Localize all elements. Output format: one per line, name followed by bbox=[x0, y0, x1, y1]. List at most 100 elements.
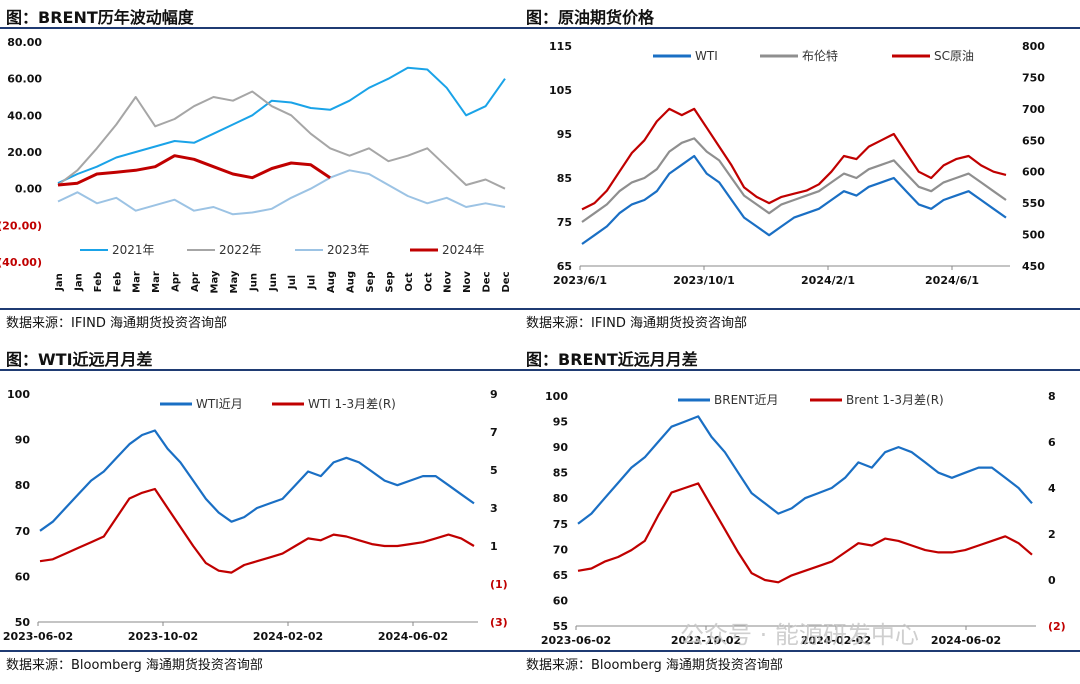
legend-label: 布伦特 bbox=[802, 48, 838, 63]
y-left-tick-label: 95 bbox=[553, 416, 568, 429]
legend-label: WTI 1-3月差(R) bbox=[308, 397, 396, 411]
series-line bbox=[577, 482, 1033, 584]
y-left-tick-label: 50 bbox=[15, 616, 31, 629]
y-right-tick-label: (3) bbox=[490, 616, 508, 629]
y-tick-label: 0.00 bbox=[15, 183, 42, 196]
y-right-tick-label: 9 bbox=[490, 388, 498, 401]
y-right-tick-label: 750 bbox=[1022, 71, 1045, 84]
legend-label: WTI近月 bbox=[196, 397, 243, 411]
x-tick-label: May bbox=[209, 270, 220, 293]
data-source: 数据来源：IFIND 海通期货投资咨询部 bbox=[526, 316, 748, 331]
y-left-tick-label: 100 bbox=[7, 388, 30, 401]
series-line bbox=[39, 429, 475, 532]
series-line bbox=[39, 487, 475, 574]
x-tick-label: Jan bbox=[73, 273, 84, 292]
legend-label: 2021年 bbox=[112, 243, 155, 257]
y-left-tick-label: 75 bbox=[557, 216, 572, 229]
x-tick-label: Jul bbox=[307, 275, 318, 290]
y-left-tick-label: 70 bbox=[553, 543, 569, 556]
x-tick-label: Sep bbox=[384, 271, 395, 292]
source-rule bbox=[524, 308, 1080, 310]
y-left-tick-label: 70 bbox=[15, 525, 31, 538]
x-tick-label: Oct bbox=[404, 272, 415, 291]
x-tick-label: 2023-06-02 bbox=[541, 634, 611, 647]
x-tick-label: 2023/6/1 bbox=[553, 274, 607, 287]
x-tick-label: 2023-10-02 bbox=[128, 630, 198, 643]
y-left-tick-label: 75 bbox=[553, 518, 568, 531]
series-line bbox=[57, 90, 506, 190]
x-tick-label: Aug bbox=[346, 271, 357, 293]
watermark: 公众号 · 能源研发中心 bbox=[680, 621, 919, 649]
x-tick-label: 2024-06-02 bbox=[931, 634, 1001, 647]
y-right-tick-label: 6 bbox=[1048, 436, 1056, 449]
y-right-tick-label: 600 bbox=[1022, 166, 1045, 179]
legend-label: 2022年 bbox=[219, 243, 262, 257]
title-rule bbox=[0, 369, 534, 371]
chart-panel-wti-spread: 图：WTI近远月月差 100 90 80 70 60 50 9 7 5 3 1 (1) (3) 2023-… bbox=[0, 342, 540, 684]
series-line bbox=[57, 169, 506, 216]
y-left-tick-label: 60 bbox=[553, 594, 569, 607]
series-line bbox=[581, 154, 1007, 245]
x-tick-label: 2023-06-02 bbox=[3, 630, 73, 643]
legend-label: WTI bbox=[695, 49, 718, 63]
title-rule bbox=[524, 27, 1080, 29]
x-tick-label: Mar bbox=[132, 271, 143, 293]
y-right-tick-label: 800 bbox=[1022, 40, 1045, 53]
y-tick-label: (20.00) bbox=[0, 219, 42, 232]
y-tick-label: 40.00 bbox=[7, 109, 42, 122]
y-right-tick-label: 450 bbox=[1022, 260, 1045, 273]
title-rule bbox=[524, 369, 1080, 371]
oil-futures-chart: 115 105 95 85 75 65 800 750 700 650 600 550 500 450 20… bbox=[549, 40, 1045, 287]
legend-label: BRENT近月 bbox=[714, 393, 778, 407]
y-right-tick-label: 3 bbox=[490, 502, 498, 515]
legend-label: Brent 1-3月差(R) bbox=[846, 393, 944, 407]
y-tick-label: 60.00 bbox=[7, 73, 42, 86]
series-line bbox=[57, 154, 331, 187]
y-tick-label: 20.00 bbox=[7, 146, 42, 159]
y-right-tick-label: (1) bbox=[490, 578, 508, 591]
brent-volatility-chart: 80.00 60.00 40.00 20.00 0.00 (20.00) (40.00) Ja… bbox=[0, 36, 512, 293]
series-line bbox=[581, 137, 1007, 223]
x-tick-label: 2024/6/1 bbox=[925, 274, 979, 287]
x-tick-label: 2024-02-02 bbox=[253, 630, 323, 643]
y-tick-label: (40.00) bbox=[0, 256, 42, 269]
y-left-tick-label: 100 bbox=[545, 390, 568, 403]
y-right-tick-label: 1 bbox=[490, 540, 498, 553]
x-tick-label: 2023/10/1 bbox=[673, 274, 735, 287]
legend-label: 2024年 bbox=[442, 243, 485, 257]
wti-spread-chart: 100 90 80 70 60 50 9 7 5 3 1 (1) (3) 2023-06-02 2023-1… bbox=[3, 388, 508, 643]
x-tick-label: Nov bbox=[462, 271, 473, 293]
chart-title: 图：BRENT近远月月差 bbox=[526, 350, 698, 369]
y-left-tick-label: 60 bbox=[15, 570, 31, 583]
chart-panel-brent-spread: 图：BRENT近远月月差 100 95 90 85 80 75 70 65 60 55 8 6 4 2 0 (… bbox=[524, 342, 1080, 684]
y-right-tick-label: 650 bbox=[1022, 134, 1045, 147]
x-tick-label: Feb bbox=[112, 272, 123, 292]
chart-title: 图：原油期货价格 bbox=[526, 8, 655, 27]
x-tick-label: 2024/2/1 bbox=[801, 274, 855, 287]
y-left-tick-label: 65 bbox=[557, 260, 572, 273]
x-tick-label: Dec bbox=[482, 271, 493, 292]
y-left-tick-label: 90 bbox=[15, 434, 31, 447]
series-line bbox=[581, 107, 1007, 211]
x-tick-label: Jul bbox=[287, 275, 298, 290]
x-tick-label: Sep bbox=[365, 271, 376, 292]
x-tick-label: Apr bbox=[190, 272, 201, 292]
y-right-tick-label: 8 bbox=[1048, 390, 1056, 403]
y-left-tick-label: 80 bbox=[15, 479, 31, 492]
legend-label: SC原油 bbox=[934, 49, 974, 63]
x-tick-label: May bbox=[229, 270, 240, 293]
x-tick-label: Mar bbox=[151, 271, 162, 293]
x-tick-label: Dec bbox=[501, 271, 512, 292]
y-left-tick-label: 115 bbox=[549, 40, 572, 53]
data-source: 数据来源：Bloomberg 海通期货投资咨询部 bbox=[526, 658, 783, 673]
x-tick-label: Jun bbox=[248, 273, 259, 292]
series-line bbox=[577, 415, 1033, 525]
brent-spread-chart: 100 95 90 85 80 75 70 65 60 55 8 6 4 2 0 (2) 2023-06-02 2… bbox=[541, 390, 1066, 647]
source-rule bbox=[524, 650, 1080, 652]
title-rule bbox=[0, 27, 534, 29]
y-left-tick-label: 55 bbox=[553, 620, 568, 633]
x-tick-label: Apr bbox=[171, 272, 182, 292]
source-rule bbox=[0, 650, 534, 652]
y-right-tick-label: 4 bbox=[1048, 482, 1056, 495]
data-source: 数据来源：Bloomberg 海通期货投资咨询部 bbox=[6, 658, 263, 673]
